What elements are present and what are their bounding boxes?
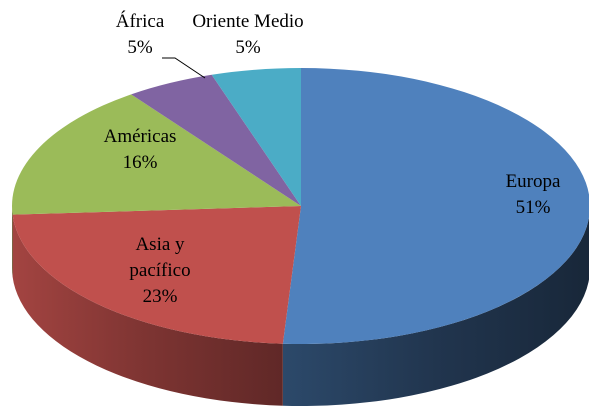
value-label: 16% xyxy=(122,152,158,173)
slice-side xyxy=(12,206,13,277)
category-label: Europa xyxy=(505,171,561,192)
category-label: Oriente Medio xyxy=(192,11,304,32)
slice-label: Américas 16% xyxy=(75,124,205,176)
value-label: 5% xyxy=(235,37,261,58)
category-label: Américas xyxy=(103,126,177,147)
slice-label: Oriente Medio 5% xyxy=(173,9,323,61)
slice xyxy=(131,74,301,206)
slice xyxy=(211,68,301,206)
value-label: 51% xyxy=(515,197,551,218)
slice xyxy=(12,206,301,344)
value-label: 5% xyxy=(127,37,153,58)
slice-label: Asia y pacífico 23% xyxy=(105,232,215,310)
category-label: África xyxy=(115,11,165,32)
leader-line xyxy=(162,57,206,79)
slice-label: Europa 51% xyxy=(468,169,589,221)
slice-side xyxy=(282,217,589,406)
slice xyxy=(282,68,589,344)
value-label: 23% xyxy=(142,286,178,307)
slice xyxy=(11,94,301,215)
slice-side xyxy=(12,214,283,406)
slice-label: África 5% xyxy=(100,9,180,61)
category-label: Asia y pacífico xyxy=(129,234,191,281)
